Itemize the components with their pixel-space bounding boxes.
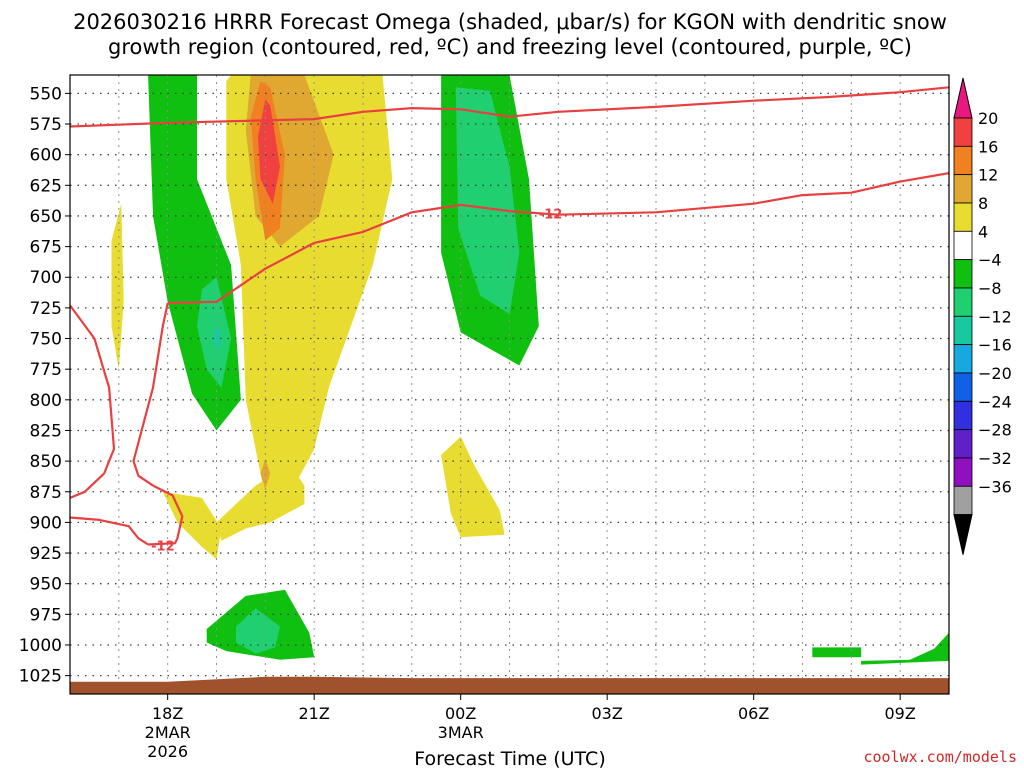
colorbar-seg-0 bbox=[953, 117, 973, 147]
colorbar-tick-5: −4 bbox=[978, 251, 1002, 270]
y-tick-label-3: 625 bbox=[30, 176, 62, 196]
dgz-contour-label-4: -12 bbox=[151, 539, 175, 554]
colorbar-seg-3 bbox=[953, 202, 973, 232]
grid-lines bbox=[70, 75, 949, 694]
y-tick-label-19: 1025 bbox=[19, 667, 62, 687]
y-tick-label-12: 850 bbox=[30, 452, 62, 472]
x-tick-label-0-0: 18Z bbox=[152, 704, 183, 723]
colorbar-tick-13: −36 bbox=[978, 477, 1012, 496]
y-tick-label-16: 950 bbox=[30, 575, 62, 595]
terrain-fill bbox=[70, 676, 949, 694]
colorbar-tick-1: 16 bbox=[978, 137, 998, 156]
omega-region-12 bbox=[258, 99, 280, 204]
y-tick-label-15: 925 bbox=[30, 544, 62, 564]
chart-title-line1: 2026030216 HRRR Forecast Omega (shaded, … bbox=[73, 10, 947, 34]
x-tick-label-1-0: 21Z bbox=[299, 704, 330, 723]
terrain-surface bbox=[70, 676, 949, 694]
colorbar-tick-8: −16 bbox=[978, 336, 1012, 355]
dgz-contours: -12 -12 bbox=[70, 86, 949, 554]
y-tick-label-0: 550 bbox=[30, 84, 62, 104]
x-tick-label-0-2: 2026 bbox=[147, 742, 188, 761]
dgz-contour-4 bbox=[148, 484, 184, 546]
dgz-contour-5 bbox=[70, 304, 116, 499]
y-tick-label-7: 725 bbox=[30, 299, 62, 319]
colorbar-seg-8 bbox=[953, 344, 973, 374]
colorbar-seg-12 bbox=[953, 457, 973, 487]
credit-text: coolwx.com/models bbox=[863, 748, 1017, 766]
y-tick-label-14: 900 bbox=[30, 513, 62, 533]
dgz-contour-2 bbox=[167, 241, 315, 305]
dgz-contour-0 bbox=[70, 86, 949, 128]
omega-region-2 bbox=[214, 326, 222, 351]
y-tick-label-9: 775 bbox=[30, 360, 62, 380]
colorbar-seg-11 bbox=[953, 429, 973, 459]
colorbar-seg-5 bbox=[953, 259, 973, 289]
colorbar-seg-7 bbox=[953, 315, 973, 346]
colorbar-seg-13 bbox=[953, 485, 973, 516]
colorbar-tick-4: 4 bbox=[978, 222, 988, 241]
dgz-contour-3 bbox=[132, 302, 169, 487]
x-tick-label-5-0: 09Z bbox=[885, 704, 916, 723]
y-tick-label-1: 575 bbox=[30, 115, 62, 135]
dgz-contour-6 bbox=[70, 516, 149, 546]
colorbar-seg-6 bbox=[953, 287, 973, 317]
y-tick-label-4: 650 bbox=[30, 207, 62, 227]
x-tick-label-2-1: 3MAR bbox=[438, 723, 484, 742]
y-tick-label-8: 750 bbox=[30, 330, 62, 350]
x-tick-label-0-1: 2MAR bbox=[145, 723, 191, 742]
chart-title-line2: growth region (contoured, red, ºC) and f… bbox=[108, 35, 912, 59]
y-tick-label-11: 825 bbox=[30, 421, 62, 441]
colorbar-seg-4 bbox=[953, 230, 973, 261]
plot-frame bbox=[69, 74, 950, 695]
y-tick-label-2: 600 bbox=[30, 146, 62, 166]
colorbar-tick-10: −24 bbox=[978, 392, 1012, 411]
y-tick-label-18: 1000 bbox=[19, 636, 62, 656]
omega-region-14 bbox=[162, 491, 222, 560]
x-axis-label: Forecast Time (UTC) bbox=[414, 748, 605, 768]
colorbar-tick-6: −8 bbox=[978, 279, 1002, 298]
y-tick-label-13: 875 bbox=[30, 483, 62, 503]
colorbar-seg-1 bbox=[953, 145, 973, 176]
colorbar-tick-3: 8 bbox=[978, 194, 988, 213]
colorbar-tick-11: −28 bbox=[978, 421, 1012, 440]
y-tick-label-10: 800 bbox=[30, 391, 62, 411]
colorbar-bottom-triangle bbox=[953, 514, 973, 555]
colorbar-seg-10 bbox=[953, 400, 973, 431]
x-tick-label-3-0: 03Z bbox=[592, 704, 623, 723]
omega-region-6 bbox=[236, 608, 280, 654]
colorbar: 20 16 12 8 4 −4 −8 −12 −16 −20 −24 −28 −32 −36 bbox=[953, 77, 1012, 555]
x-tick-label-2-0: 00Z bbox=[445, 704, 476, 723]
colorbar-tick-7: −12 bbox=[978, 307, 1012, 326]
colorbar-seg-9 bbox=[953, 372, 973, 402]
colorbar-tick-0: 20 bbox=[978, 109, 998, 128]
dgz-contour-label-1: -12 bbox=[539, 208, 563, 223]
omega-region-15 bbox=[111, 203, 124, 370]
y-axis-ticks: 550 575 600 625 650 675 700 725 750 775 800 825 850 8… bbox=[19, 84, 70, 687]
colorbar-tick-9: −20 bbox=[978, 364, 1012, 383]
colorbar-seg-2 bbox=[953, 174, 973, 204]
colorbar-tick-2: 12 bbox=[978, 166, 998, 185]
omega-region-7 bbox=[812, 647, 862, 658]
omega-region-4 bbox=[455, 87, 520, 314]
colorbar-tick-12: −32 bbox=[978, 449, 1012, 468]
y-tick-label-17: 975 bbox=[30, 605, 62, 625]
y-tick-label-6: 700 bbox=[30, 268, 62, 288]
omega-region-13 bbox=[216, 463, 305, 541]
colorbar-top-triangle bbox=[953, 77, 973, 119]
y-tick-label-5: 675 bbox=[30, 238, 62, 258]
omega-region-1 bbox=[197, 277, 232, 388]
dgz-contour-1 bbox=[313, 172, 949, 244]
omega-region-8 bbox=[861, 632, 949, 665]
omega-shading bbox=[111, 75, 949, 665]
x-tick-label-4-0: 06Z bbox=[738, 704, 769, 723]
omega-region-17 bbox=[441, 436, 505, 538]
